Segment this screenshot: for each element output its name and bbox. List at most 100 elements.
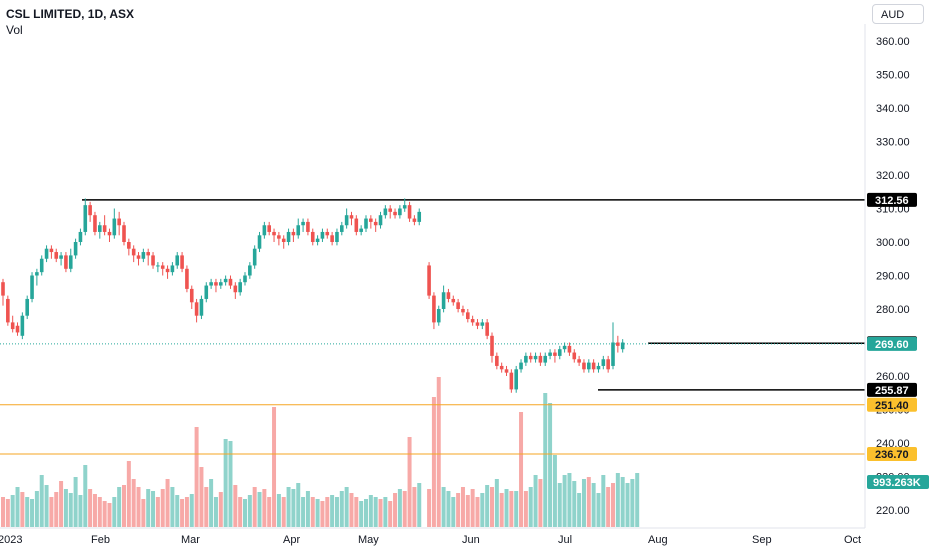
volume-bar xyxy=(146,489,151,527)
candle-body xyxy=(606,359,610,370)
volume-bar xyxy=(272,407,277,527)
volume-bar xyxy=(5,499,10,527)
volume-bar xyxy=(276,494,281,527)
candle-body xyxy=(620,342,625,350)
candle-body xyxy=(330,235,334,242)
volume-bar xyxy=(194,427,199,527)
volume-bar xyxy=(465,495,470,527)
last-price-tag xyxy=(867,336,917,351)
volume-bar xyxy=(180,499,185,527)
volume-bar xyxy=(339,491,344,527)
level-price-label: 312.56 xyxy=(875,195,909,207)
volume-bar xyxy=(533,475,538,527)
volume-bar xyxy=(54,492,59,527)
candle-body xyxy=(257,235,262,249)
volume-bar xyxy=(397,489,402,527)
volume-bar xyxy=(63,489,68,527)
volume-bar xyxy=(44,485,49,527)
candle-body xyxy=(122,225,126,242)
time-tick-label: Mar xyxy=(181,534,200,546)
candle-body xyxy=(325,231,330,236)
candle-body xyxy=(475,322,480,326)
volume-bar xyxy=(126,461,131,527)
time-tick-label: May xyxy=(358,534,379,546)
candle-body xyxy=(548,352,552,356)
volume-bar xyxy=(92,494,97,527)
volume-bar xyxy=(625,483,630,527)
candle-body xyxy=(451,298,456,303)
volume-bar xyxy=(494,479,499,527)
volume-bar xyxy=(519,412,524,527)
volume-bar xyxy=(523,491,528,527)
candle-body xyxy=(398,208,402,216)
price-tick-label: 260.00 xyxy=(876,371,910,383)
candle-body xyxy=(248,265,252,276)
candle-body xyxy=(189,288,194,303)
volume-bars xyxy=(1,377,640,527)
candle-body xyxy=(528,355,533,360)
volume-bar xyxy=(15,487,20,527)
price-tags: 312.56269.77255.87251.40236.70269.60993.… xyxy=(867,192,929,489)
price-tick-label: 290.00 xyxy=(876,271,910,283)
volume-bar xyxy=(548,403,553,527)
candle-body xyxy=(466,312,470,320)
volume-bar xyxy=(528,487,533,527)
candle-body xyxy=(383,208,388,216)
volume-bar xyxy=(562,475,567,527)
volume-bar xyxy=(184,497,189,527)
candle-body xyxy=(562,345,567,350)
volume-bar xyxy=(252,487,257,527)
candle-body xyxy=(30,275,34,299)
time-tick-label: Jul xyxy=(558,534,572,546)
volume-bar xyxy=(581,479,586,527)
volume-bar xyxy=(490,487,494,527)
candle-body xyxy=(485,322,489,336)
volume-label: Vol xyxy=(6,23,23,37)
volume-bar xyxy=(596,493,601,527)
volume-bar xyxy=(402,491,407,527)
candle-body xyxy=(611,342,615,366)
volume-bar xyxy=(267,497,272,527)
candle-body xyxy=(315,238,320,242)
volume-bar xyxy=(451,497,456,527)
candle-body xyxy=(73,242,78,256)
volume-bar xyxy=(68,493,73,527)
volume-tag xyxy=(867,475,929,489)
candle-body xyxy=(402,205,407,209)
candle-body xyxy=(509,372,514,390)
candle-body xyxy=(490,335,494,356)
candle-body xyxy=(587,362,591,370)
candle-body xyxy=(310,231,315,242)
volume-bar xyxy=(233,485,238,527)
volume-bar xyxy=(315,499,320,527)
candle-body xyxy=(436,309,441,323)
candle-body xyxy=(93,215,97,232)
price-tick-label: 220.00 xyxy=(876,505,910,517)
candle-body xyxy=(495,355,499,366)
level-price-label: 251.40 xyxy=(875,400,909,412)
candle-body xyxy=(364,218,368,229)
candle-body xyxy=(427,265,431,296)
volume-bar xyxy=(427,489,432,527)
candle-body xyxy=(519,362,523,370)
candle-body xyxy=(582,362,586,370)
candle-body xyxy=(320,231,325,239)
volume-bar xyxy=(281,497,286,527)
candle-body xyxy=(349,215,354,219)
volume-bar xyxy=(485,485,490,527)
price-tick-label: 320.00 xyxy=(876,170,910,182)
volume-bar xyxy=(117,487,122,527)
candle-body xyxy=(223,278,228,283)
volume-bar xyxy=(446,491,451,527)
volume-bar xyxy=(436,377,441,527)
currency-button[interactable]: AUD xyxy=(872,4,924,24)
volume-bar xyxy=(572,481,577,527)
candle-body xyxy=(267,225,271,232)
candle-body xyxy=(286,231,291,242)
candle-body xyxy=(127,242,131,249)
volume-bar xyxy=(334,497,339,527)
candle-body xyxy=(252,248,257,266)
candle-body xyxy=(388,208,392,212)
volume-bar xyxy=(34,491,39,527)
